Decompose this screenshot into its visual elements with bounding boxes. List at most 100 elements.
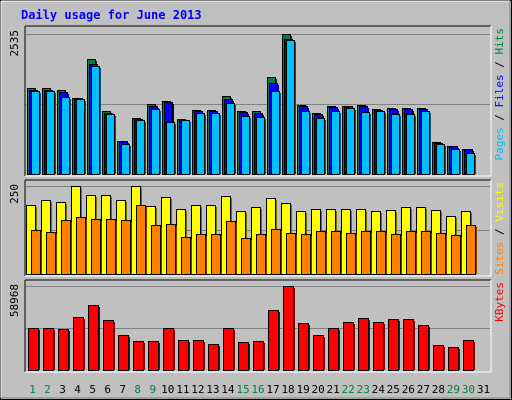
bar-kbytes-day-27 <box>418 325 429 371</box>
axis-max-label: 58968 <box>8 284 21 317</box>
bar-kbytes-day-16 <box>253 341 264 371</box>
bar-sites-day-4 <box>76 217 86 275</box>
bar-kbytes-day-3 <box>58 329 69 371</box>
legend-part: Files <box>493 74 506 107</box>
bar-pages-day-17 <box>271 91 280 175</box>
bar-pages-day-10 <box>166 122 175 175</box>
bar-pages-day-21 <box>331 111 340 175</box>
bar-pages-day-26 <box>406 114 415 175</box>
bar-kbytes-day-11 <box>178 340 189 371</box>
bar-kbytes-day-30 <box>463 340 474 371</box>
bar-kbytes-day-29 <box>448 347 459 371</box>
bar-sites-day-30 <box>466 225 476 275</box>
bar-pages-day-24 <box>376 111 385 175</box>
bar-kbytes-day-9 <box>148 341 159 371</box>
bar-pages-day-16 <box>256 117 265 175</box>
bar-sites-day-8 <box>136 205 146 275</box>
x-tick-label-day-31: 31 <box>477 383 490 396</box>
bar-sites-day-26 <box>406 231 416 275</box>
bar-sites-day-25 <box>391 234 401 275</box>
bar-sites-day-29 <box>451 235 461 275</box>
legend-part: / <box>493 222 506 242</box>
x-tick-label-day-8: 8 <box>134 383 141 396</box>
bar-pages-day-29 <box>451 149 460 175</box>
chart-title: Daily usage for June 2013 <box>21 8 202 22</box>
bar-pages-day-20 <box>316 118 325 175</box>
legend-part: / <box>493 55 506 75</box>
legend-part: Pages <box>493 127 506 160</box>
bar-sites-day-15 <box>241 238 251 275</box>
bar-sites-day-16 <box>256 234 266 275</box>
bar-kbytes-day-15 <box>238 342 249 371</box>
legend-part: Hits <box>493 28 506 55</box>
bar-sites-day-23 <box>361 231 371 275</box>
bar-pages-day-30 <box>466 153 475 175</box>
bar-sites-day-18 <box>286 233 296 275</box>
axis-max-label: 250 <box>8 184 21 204</box>
bar-pages-day-27 <box>421 111 430 175</box>
axis-max-label: 2535 <box>8 30 21 57</box>
x-tick-label-day-13: 13 <box>206 383 219 396</box>
x-tick-label-day-11: 11 <box>176 383 189 396</box>
bar-pages-day-11 <box>181 120 190 175</box>
bar-pages-day-18 <box>286 40 295 175</box>
x-tick-label-day-7: 7 <box>119 383 126 396</box>
panel-hits: 2535 Pages / Files / Hits <box>8 25 506 177</box>
bar-kbytes-day-4 <box>73 317 84 371</box>
legend-label-hits: Pages / Files / Hits <box>493 28 506 161</box>
bar-kbytes-day-19 <box>298 323 309 371</box>
x-tick-label-day-25: 25 <box>387 383 400 396</box>
x-tick-label-day-9: 9 <box>149 383 156 396</box>
bar-pages-day-6 <box>106 114 115 175</box>
x-tick-label-day-5: 5 <box>89 383 96 396</box>
x-tick-label-day-17: 17 <box>266 383 279 396</box>
bar-sites-day-5 <box>91 219 101 275</box>
bar-pages-day-2 <box>46 91 55 175</box>
x-tick-label-day-29: 29 <box>447 383 460 396</box>
bar-kbytes-day-5 <box>88 305 99 371</box>
x-tick-label-day-1: 1 <box>29 383 36 396</box>
bar-kbytes-day-28 <box>433 345 444 371</box>
bar-kbytes-day-26 <box>403 319 414 371</box>
bar-kbytes-day-18 <box>283 286 294 371</box>
legend-label-kbytes: KBytes <box>493 282 506 322</box>
bar-sites-day-3 <box>61 220 71 275</box>
x-tick-label-day-26: 26 <box>402 383 415 396</box>
legend-part: KBytes <box>493 282 506 322</box>
bar-sites-day-12 <box>196 234 206 275</box>
bar-pages-day-15 <box>241 116 250 175</box>
bar-kbytes-day-2 <box>43 328 54 371</box>
x-tick-label-day-6: 6 <box>104 383 111 396</box>
bar-pages-day-12 <box>196 113 205 175</box>
bar-sites-day-27 <box>421 231 431 275</box>
bar-kbytes-day-17 <box>268 310 279 371</box>
bar-kbytes-day-23 <box>358 318 369 371</box>
bar-sites-day-22 <box>346 233 356 275</box>
x-tick-label-day-4: 4 <box>74 383 81 396</box>
bar-kbytes-day-22 <box>343 322 354 371</box>
bar-sites-day-2 <box>46 232 56 275</box>
x-tick-label-day-24: 24 <box>372 383 386 396</box>
x-tick-label-day-21: 21 <box>327 383 340 396</box>
bar-sites-day-13 <box>211 234 221 275</box>
bar-sites-day-10 <box>166 224 176 275</box>
legend-label-visits: Sites / Visits <box>493 182 506 275</box>
x-tick-label-day-28: 28 <box>432 383 445 396</box>
bar-pages-day-3 <box>61 97 70 175</box>
legend-part: Visits <box>493 182 506 222</box>
bar-pages-day-4 <box>76 99 85 175</box>
bar-pages-day-23 <box>361 112 370 175</box>
bar-sites-day-24 <box>376 231 386 275</box>
bar-kbytes-day-10 <box>163 328 174 371</box>
x-tick-label-day-3: 3 <box>59 383 66 396</box>
bar-kbytes-day-14 <box>223 328 234 371</box>
bar-kbytes-day-21 <box>328 328 339 371</box>
panel-visits: 250 Sites / Visits <box>8 179 506 277</box>
x-tick-label-day-23: 23 <box>357 383 370 396</box>
bar-pages-day-28 <box>436 144 445 175</box>
x-tick-label-day-27: 27 <box>417 383 430 396</box>
bar-kbytes-day-20 <box>313 335 324 371</box>
bar-kbytes-day-8 <box>133 341 144 371</box>
panel-kbytes: 58968 KBytes <box>8 279 506 373</box>
